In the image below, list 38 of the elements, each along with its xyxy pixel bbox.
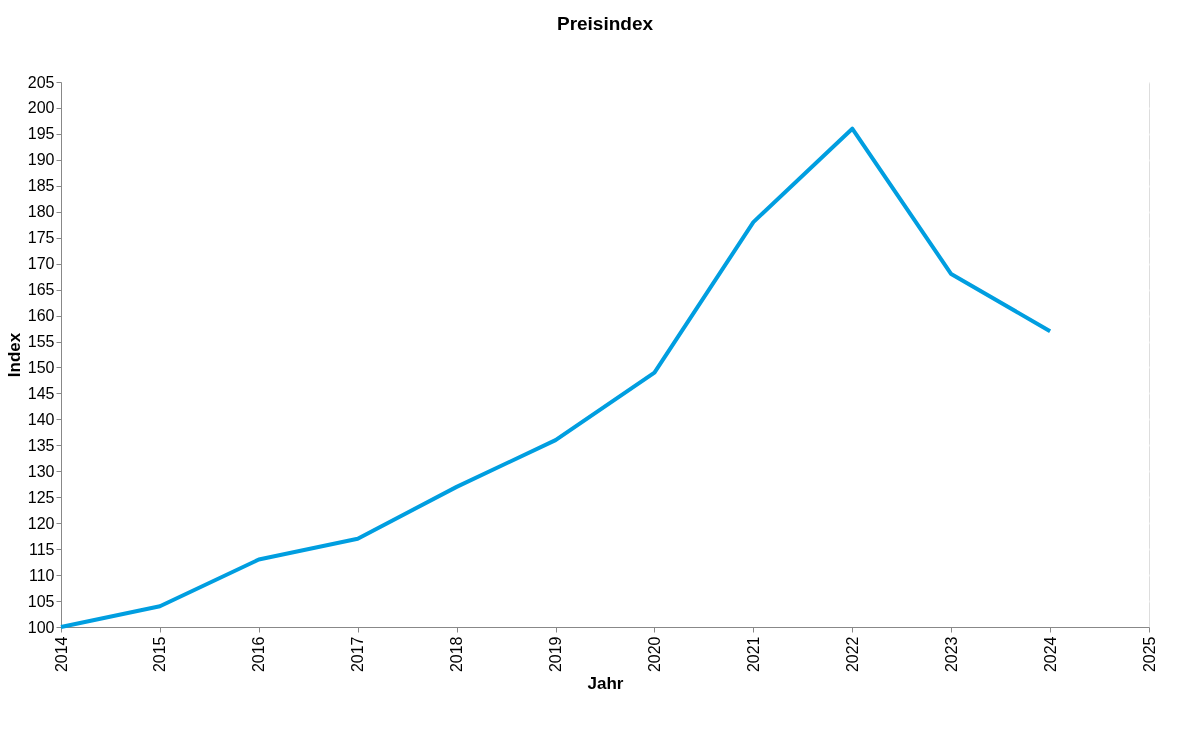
y-tick-label: 155: [27, 333, 55, 351]
x-tick-label: 2024: [1041, 636, 1059, 673]
y-tick-label: 180: [27, 203, 55, 221]
y-tick-label: 115: [28, 540, 55, 558]
y-tick-label: 140: [27, 410, 55, 428]
y-tick-label: 150: [27, 358, 55, 376]
x-axis-title: Jahr: [587, 674, 624, 694]
x-tick-label: 2022: [843, 636, 861, 673]
y-tick-label: 175: [27, 229, 55, 247]
x-tick-label: 2023: [942, 636, 960, 673]
y-tick-label: 190: [27, 151, 55, 169]
y-tick-label: 105: [27, 592, 55, 610]
y-axis-title: Index: [4, 332, 24, 378]
y-tick-label: 205: [27, 73, 55, 91]
y-tick-label: 100: [27, 618, 55, 636]
y-tick-label: 185: [27, 177, 55, 195]
y-tick-label: 195: [27, 125, 55, 143]
line-series: [59, 126, 1053, 629]
y-tick-label: 160: [27, 307, 55, 325]
x-tick-label: 2025: [1140, 636, 1158, 673]
y-tick-label: 200: [27, 99, 55, 117]
y-tick-label: 120: [27, 514, 55, 532]
y-tick-label: 135: [27, 436, 55, 454]
x-tick-label: 2015: [151, 636, 169, 673]
y-tick-label: 145: [27, 384, 55, 402]
chart-title: Preisindex: [556, 13, 654, 34]
x-tick-label: 2014: [52, 636, 70, 673]
y-tick-label: 170: [27, 255, 55, 273]
x-tick-label: 2017: [349, 636, 367, 673]
x-tick-label: 2016: [250, 636, 268, 673]
x-tick-label: 2019: [547, 636, 565, 673]
y-tick-label: 165: [27, 281, 55, 299]
y-tick-label: 130: [27, 462, 55, 480]
y-tick-label: 110: [28, 566, 55, 584]
y-tick-label: 125: [27, 488, 55, 506]
x-tick-label: 2018: [448, 636, 466, 673]
x-tick-label: 2021: [744, 636, 762, 673]
x-tick-label: 2020: [645, 636, 663, 673]
